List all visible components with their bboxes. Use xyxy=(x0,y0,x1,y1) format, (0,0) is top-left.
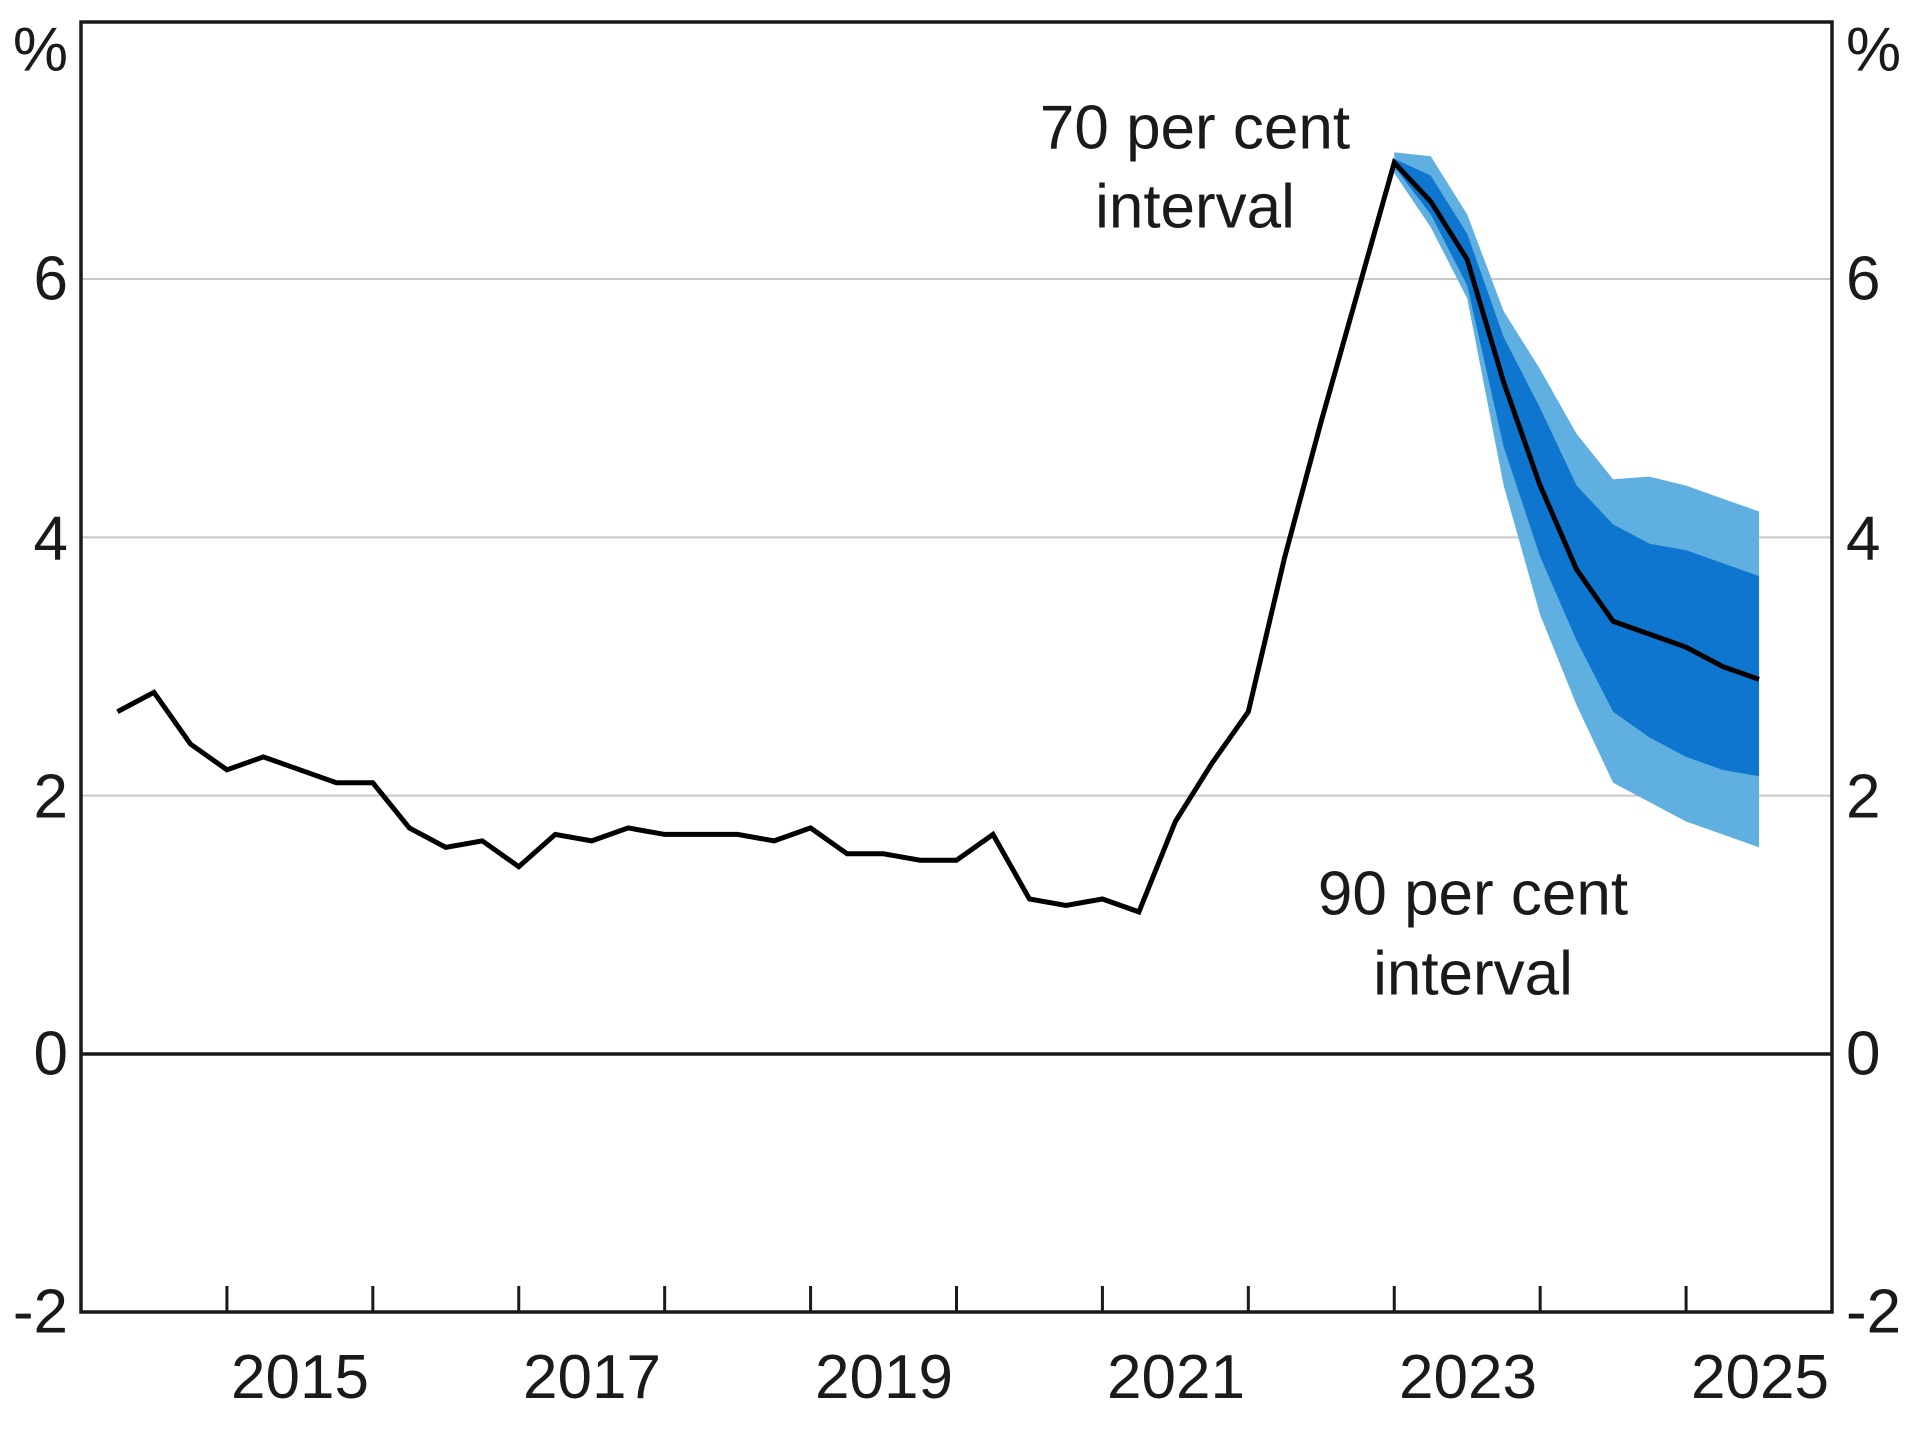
annotation-70-per-cent-interval: 70 per cent interval xyxy=(1040,94,1350,242)
x-axis: 2015 2017 2019 2021 2023 2025 xyxy=(231,1343,1829,1412)
x-axis-tick-2017: 2017 xyxy=(523,1343,661,1412)
inflation-line xyxy=(116,157,1760,916)
y-axis-left-tick-2: 2 xyxy=(34,763,68,832)
x-axis-tick-2021: 2021 xyxy=(1107,1343,1245,1412)
annotation-90-line2: interval xyxy=(1373,940,1573,1009)
y-axis-right-tick--2: -2 xyxy=(1846,1278,1901,1347)
x-axis-tick-2015: 2015 xyxy=(231,1343,369,1412)
y-axis-right-tick-6: 6 xyxy=(1846,245,1880,314)
y-axis-left-tick-6: 6 xyxy=(34,245,68,314)
x-axis-tick-2023: 2023 xyxy=(1399,1343,1537,1412)
x-axis-tick-2025: 2025 xyxy=(1691,1343,1829,1412)
y-axis-left-tick-4: 4 xyxy=(34,505,68,574)
y-axis-right-tick-2: 2 xyxy=(1846,763,1880,832)
y-axis-right-unit: % xyxy=(1846,16,1901,85)
plot-frame xyxy=(79,20,1834,1314)
plot-layers xyxy=(79,20,1834,1314)
y-axis-right-tick-0: 0 xyxy=(1846,1020,1880,1089)
y-axis-left-tick-0: 0 xyxy=(34,1020,68,1089)
y-axis-left-tick--2: -2 xyxy=(13,1278,68,1347)
annotation-90-per-cent-interval: 90 per cent interval xyxy=(1318,860,1628,1009)
annotation-70-line1: 70 per cent xyxy=(1040,94,1350,163)
y-axis-right: % 6 4 2 0 -2 xyxy=(1846,16,1901,1347)
y-axis-left: % 6 4 2 0 -2 xyxy=(13,16,68,1347)
y-axis-left-unit: % xyxy=(13,16,68,85)
annotation-90-line1: 90 per cent xyxy=(1318,860,1628,929)
annotation-70-line2: interval xyxy=(1095,173,1295,242)
x-axis-tick-2019: 2019 xyxy=(815,1343,953,1412)
y-axis-right-tick-4: 4 xyxy=(1846,505,1880,574)
